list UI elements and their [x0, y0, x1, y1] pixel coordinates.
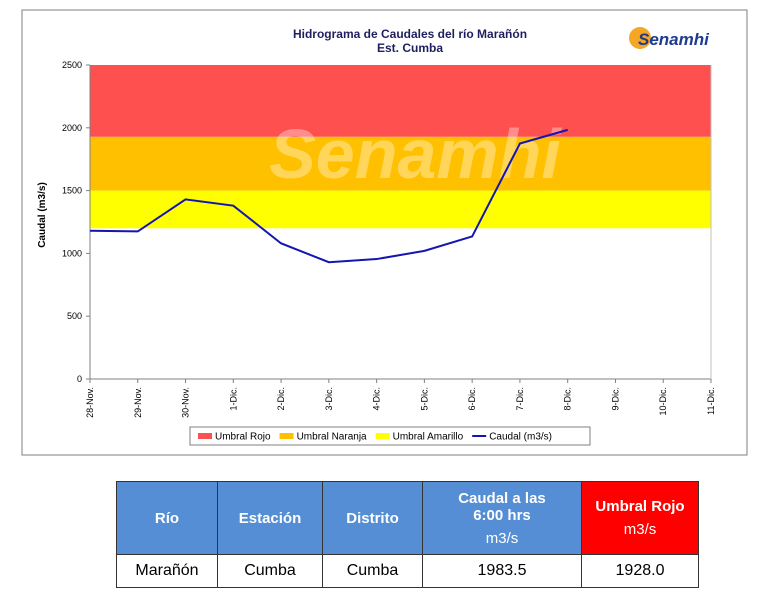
header-label: Río: [154, 509, 180, 527]
header-row: Río Estación Distrito Caudal a las 6:00 …: [116, 481, 699, 555]
cell: 1928.0: [581, 554, 699, 588]
logo-text: Senamhi: [638, 30, 710, 49]
header-label: Caudal a las 6:00 hrs: [458, 489, 546, 524]
watermark: Senamhi: [269, 115, 562, 193]
header-label: Umbral Rojo: [595, 498, 685, 515]
x-tick-label: 28-Nov.: [85, 387, 95, 418]
y-tick-label: 2500: [62, 60, 82, 70]
y-tick-label: 2000: [62, 123, 82, 133]
chart-title: Hidrograma de Caudales del río Marañón: [293, 27, 527, 41]
x-tick-label: 9-Dic.: [610, 387, 620, 411]
threshold-band: [90, 65, 711, 137]
logo-sun: [629, 27, 651, 49]
y-tick-label: 0: [77, 374, 82, 384]
legend-label: Umbral Naranja: [297, 432, 367, 443]
y-tick-label: 1000: [62, 248, 82, 258]
x-tick-label: 8-Dic.: [563, 387, 573, 411]
legend: Umbral Rojo Umbral Naranja Umbral Amarillo…: [189, 426, 591, 446]
x-tick-label: 10-Dic.: [658, 387, 668, 416]
legend-label: Umbral Rojo: [215, 432, 271, 443]
threshold-band: [90, 136, 711, 191]
header-label: Estación: [238, 509, 302, 527]
threshold-band: [90, 190, 711, 229]
x-tick-label: 3-Dic.: [324, 387, 334, 411]
header-cell: Distrito: [322, 481, 423, 555]
header-cell: Caudal a las 6:00 hrs m3/s: [422, 481, 582, 555]
y-tick-label: 1500: [62, 186, 82, 196]
header-label: Distrito: [346, 509, 399, 527]
x-tick-label: 6-Dic.: [467, 387, 477, 411]
x-tick-label: 7-Dic.: [515, 387, 525, 411]
header-cell: Estación: [217, 481, 323, 555]
legend-label: Umbral Amarillo: [393, 432, 464, 443]
header-cell: Río: [116, 481, 218, 555]
legend-swatch: [198, 433, 212, 439]
x-tick-label: 4-Dic.: [372, 387, 382, 411]
chart-subtitle: Est. Cumba: [377, 41, 443, 55]
header-unit: m3/s: [623, 521, 657, 538]
legend-box: [189, 426, 591, 446]
header-unit: m3/s: [485, 529, 519, 547]
x-tick-label: 11-Dic.: [706, 387, 716, 415]
data-row: Marañón Cumba Cumba 1983.5 1928.0: [116, 554, 699, 588]
legend-swatch: [375, 433, 390, 439]
x-tick-label: 2-Dic.: [276, 387, 286, 411]
legend-swatch: [279, 433, 294, 439]
cell: Marañón: [116, 554, 218, 588]
y-tick-label: 500: [67, 311, 82, 321]
chart: Hidrograma de Caudales del río Marañón E…: [21, 9, 748, 456]
cell: Cumba: [322, 554, 423, 588]
x-tick-label: 1-Dic.: [228, 387, 238, 411]
series-line: [89, 128, 568, 264]
data-table: Río Estación Distrito Caudal a las 6:00 …: [116, 481, 699, 588]
cell: 1983.5: [422, 554, 582, 588]
x-tick-label: 5-Dic.: [419, 387, 429, 411]
logo: Senamhi: [629, 27, 710, 49]
cell: Cumba: [217, 554, 323, 588]
legend-label: Caudal (m3/s): [489, 432, 552, 443]
y-axis-label: Caudal (m3/s): [37, 182, 48, 248]
header-cell: Umbral Rojo m3/s: [581, 481, 699, 555]
x-tick-label: 29-Nov.: [133, 387, 143, 418]
x-tick-label: 30-Nov.: [181, 387, 191, 418]
